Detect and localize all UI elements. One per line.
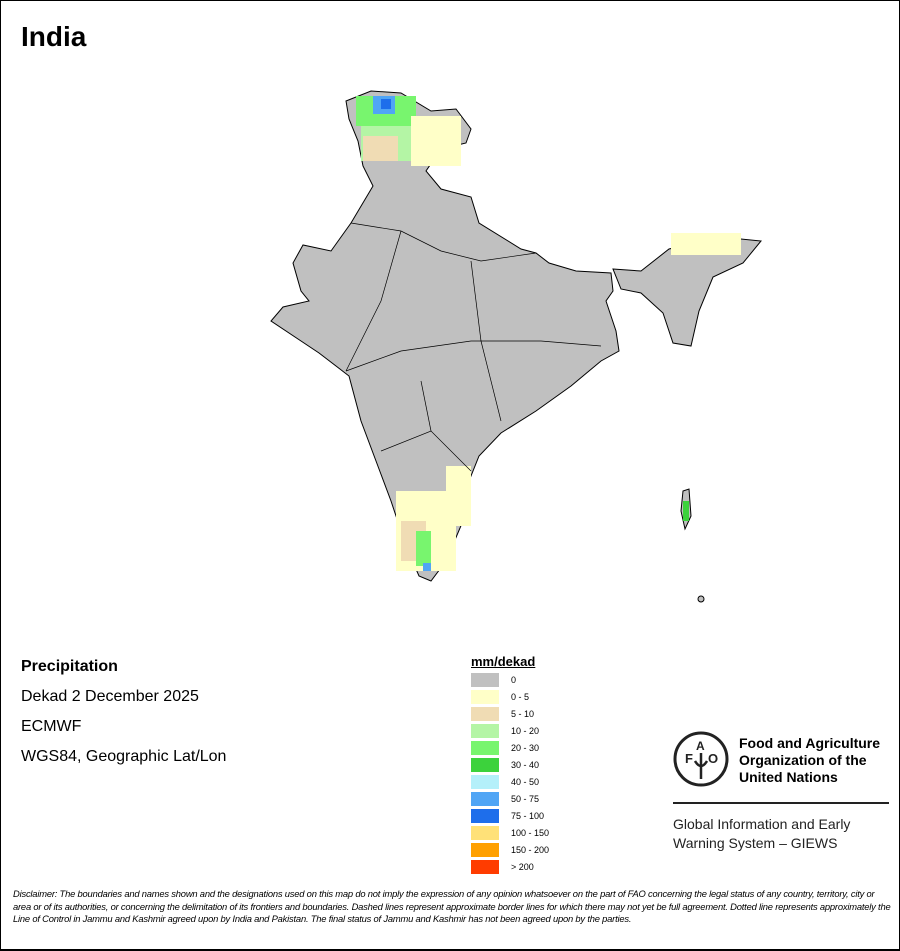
legend: mm/dekad 0 0 - 5 5 - 10 10 - 20 20 - 30 30 - … — [471, 654, 549, 875]
giews-line: Global Information and Early — [673, 816, 851, 832]
fao-logo: F A O — [673, 731, 729, 787]
variable-label: Precipitation — [21, 658, 118, 675]
legend-swatch — [471, 859, 499, 874]
legend-swatch — [471, 706, 499, 721]
state-boundaries — [345, 222, 602, 472]
legend-label: 0 - 5 — [511, 691, 530, 702]
legend-label: 30 - 40 — [511, 759, 540, 770]
disclaimer: Disclaimer: The boundaries and names sho… — [13, 888, 891, 924]
fao-name: Food and Agriculture Organization of the… — [739, 735, 899, 786]
mainland-india — [270, 90, 620, 582]
precipitation-map — [270, 90, 762, 603]
legend-title: mm/dekad — [471, 654, 536, 669]
legend-item: 150 - 200 — [471, 841, 549, 858]
fao-name-line: Food and Agriculture — [739, 735, 881, 751]
legend-swatch — [471, 723, 499, 738]
legend-item: 0 — [471, 671, 549, 688]
projection-label: WGS84, Geographic Lat/Lon — [21, 748, 227, 765]
nicobar-islands — [697, 595, 705, 603]
legend-label: 50 - 75 — [511, 793, 540, 804]
legend-item: 30 - 40 — [471, 756, 549, 773]
svg-text:A: A — [696, 739, 705, 753]
giews-line: Warning System – GIEWS — [673, 835, 838, 851]
legend-label: > 200 — [511, 861, 534, 872]
legend-item: 40 - 50 — [471, 773, 549, 790]
svg-text:O: O — [708, 751, 718, 766]
giews-label: Global Information and Early Warning Sys… — [673, 815, 850, 853]
legend-swatch — [471, 842, 499, 857]
legend-item: 10 - 20 — [471, 722, 549, 739]
legend-swatch — [471, 808, 499, 823]
legend-item: 75 - 100 — [471, 807, 549, 824]
period-label: Dekad 2 December 2025 — [21, 688, 199, 705]
legend-swatch — [471, 689, 499, 704]
legend-label: 20 - 30 — [511, 742, 540, 753]
map-title: India — [21, 21, 87, 52]
legend-swatch — [471, 825, 499, 840]
legend-swatch — [471, 740, 499, 755]
legend-label: 40 - 50 — [511, 776, 540, 787]
legend-swatch — [471, 791, 499, 806]
legend-item: 50 - 75 — [471, 790, 549, 807]
legend-label: 100 - 150 — [511, 827, 550, 838]
legend-item: 5 - 10 — [471, 705, 549, 722]
legend-swatch — [471, 757, 499, 772]
legend-label: 5 - 10 — [511, 708, 535, 719]
fao-name-line: Organization of the — [739, 752, 867, 768]
legend-label: 150 - 200 — [511, 844, 550, 855]
legend-item: 20 - 30 — [471, 739, 549, 756]
legend-label: 10 - 20 — [511, 725, 540, 736]
divider — [673, 802, 889, 804]
legend-swatch — [471, 672, 499, 687]
legend-swatch — [471, 774, 499, 789]
legend-item: > 200 — [471, 858, 549, 875]
precipitation-overlay — [356, 96, 741, 571]
legend-label: 0 — [511, 674, 517, 685]
fao-name-line: United Nations — [739, 769, 838, 785]
india-landmass — [270, 90, 762, 603]
svg-text:F: F — [685, 751, 693, 766]
legend-item: 0 - 5 — [471, 688, 549, 705]
source-label: ECMWF — [21, 718, 82, 735]
legend-item: 100 - 150 — [471, 824, 549, 841]
legend-label: 75 - 100 — [511, 810, 545, 821]
